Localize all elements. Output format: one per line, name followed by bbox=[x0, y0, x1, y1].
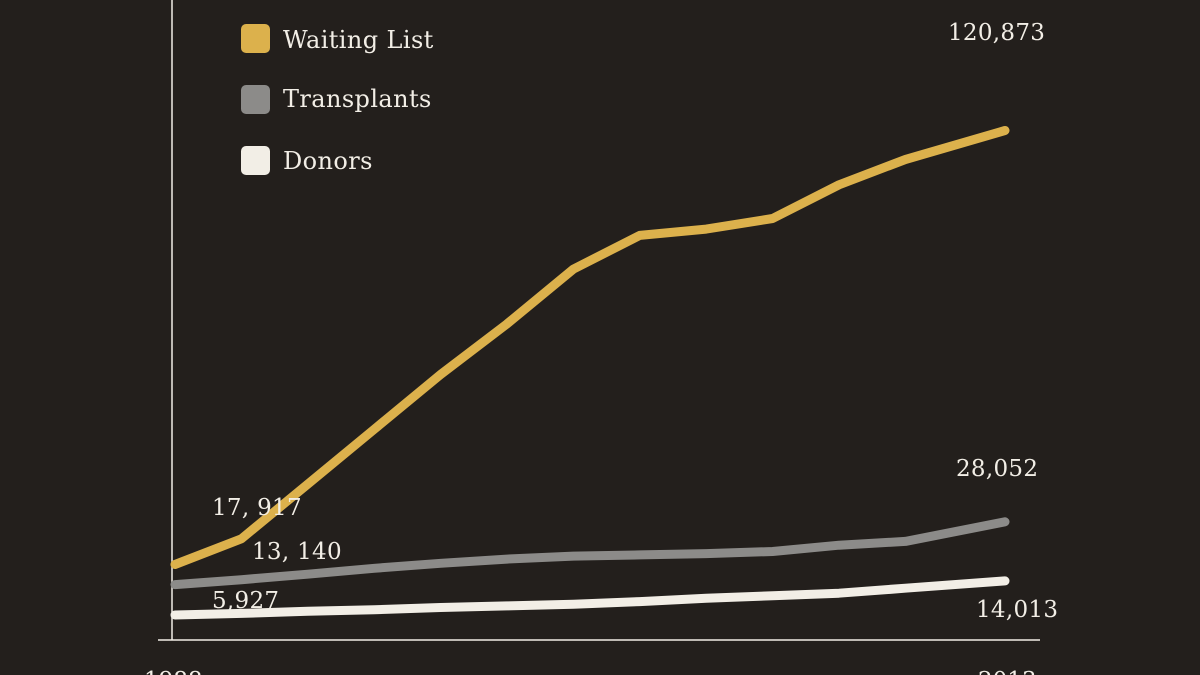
data-label-donors-end: 14,013 bbox=[976, 597, 1058, 623]
legend-label-transplants: Transplants bbox=[283, 85, 432, 113]
legend-swatch-waiting-list bbox=[241, 24, 270, 53]
data-label-waiting-list-start: 17, 917 bbox=[212, 495, 302, 521]
data-label-waiting-list-end: 120,873 bbox=[948, 20, 1045, 46]
x-tick-label-start: 1988 bbox=[144, 668, 203, 675]
data-label-transplants-end: 28,052 bbox=[956, 456, 1038, 482]
data-label-transplants-start: 13, 140 bbox=[252, 539, 342, 565]
series-line-donors bbox=[170, 576, 1010, 620]
legend-swatch-transplants bbox=[241, 85, 270, 114]
data-label-donors-start: 5,927 bbox=[212, 588, 279, 614]
series-line-waiting-list bbox=[170, 126, 1010, 569]
series-line-transplants bbox=[170, 517, 1010, 590]
legend: Waiting List Transplants Donors bbox=[241, 24, 434, 175]
legend-label-donors: Donors bbox=[283, 147, 373, 175]
legend-label-waiting-list: Waiting List bbox=[283, 26, 434, 54]
x-tick-label-end: 2013 bbox=[978, 668, 1037, 675]
legend-swatch-donors bbox=[241, 146, 270, 175]
